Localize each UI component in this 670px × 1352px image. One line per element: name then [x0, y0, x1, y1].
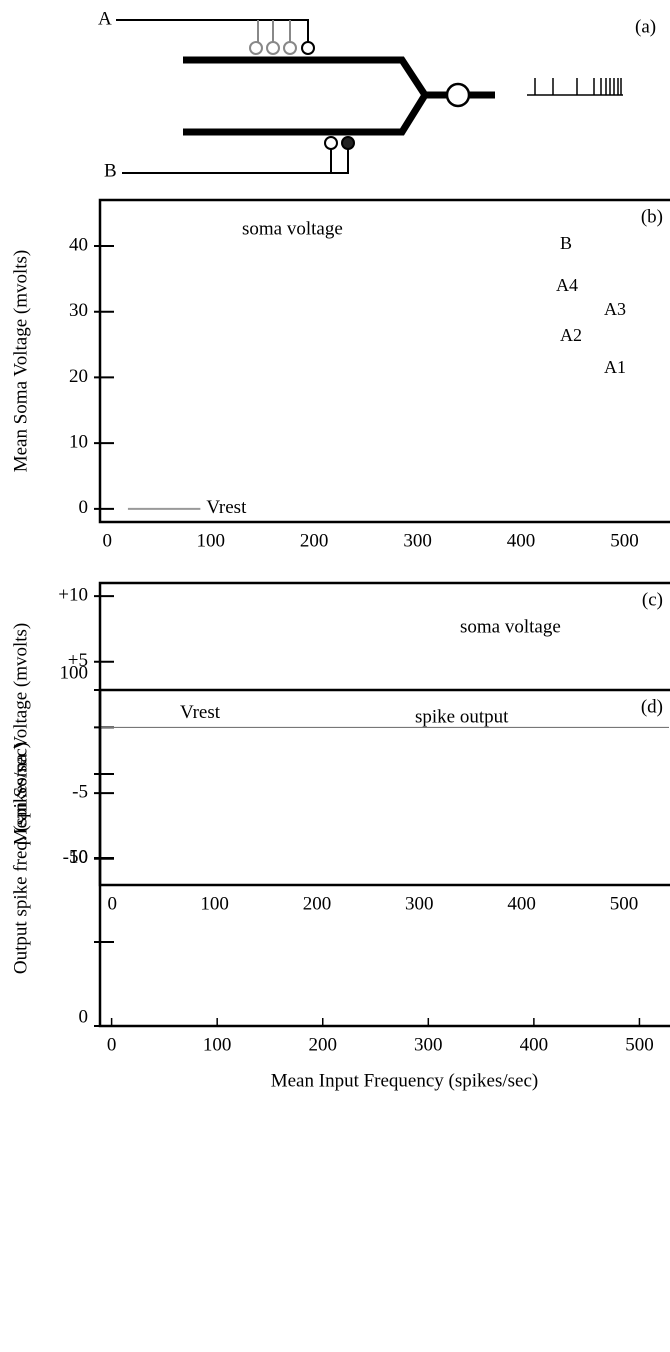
- y-tick-label: 10: [69, 432, 88, 453]
- y-tick-label: 40: [69, 234, 88, 255]
- y-axis-label: Mean Soma Voltage (mvolts): [10, 623, 31, 846]
- x-axis-label: Mean Input Frequency (spikes/sec): [271, 1070, 539, 1091]
- annotation: A2: [560, 325, 582, 345]
- annotation: spike output: [415, 706, 509, 727]
- x-tick-label: 100: [200, 893, 229, 914]
- input-a-line: [116, 19, 309, 42]
- plot-frame: [98, 198, 670, 524]
- y-tick-label: 0: [79, 497, 89, 518]
- x-tick-label: 200: [300, 530, 329, 551]
- x-tick-label: 0: [107, 1034, 117, 1055]
- spike-train: [527, 78, 623, 96]
- synapse: [283, 41, 297, 55]
- input-b-line: [122, 149, 349, 174]
- x-tick-label: 500: [610, 530, 639, 551]
- y-tick-label: 0: [79, 1006, 89, 1027]
- x-tick-label: 400: [520, 1034, 549, 1055]
- x-tick-label: 0: [108, 893, 118, 914]
- dendrite: [183, 93, 428, 136]
- y-axis-label: Mean Soma Voltage (mvolts): [10, 250, 31, 473]
- annotation: soma voltage: [460, 616, 561, 637]
- annotation: soma voltage: [242, 218, 343, 239]
- x-tick-label: 200: [308, 1034, 337, 1055]
- y-tick-label: +10: [58, 584, 88, 605]
- soma: [445, 82, 471, 108]
- x-tick-label: 400: [507, 893, 536, 914]
- annotation: B: [560, 233, 572, 253]
- y-tick-label: 50: [69, 846, 88, 867]
- plot-frame: [98, 581, 670, 887]
- y-tick-label: -5: [72, 781, 88, 802]
- plot-frame: [98, 688, 670, 1028]
- x-tick-label: 400: [507, 530, 536, 551]
- y-tick-label: +5: [68, 650, 88, 671]
- synapse: [301, 41, 315, 55]
- x-tick-label: 300: [403, 530, 432, 551]
- y-tick-label: 20: [69, 366, 88, 387]
- x-tick-label: 100: [196, 530, 225, 551]
- synapse: [249, 41, 263, 55]
- panel-label: (d): [641, 696, 663, 717]
- panel-label: (a): [635, 16, 656, 37]
- panel-label: (b): [641, 206, 663, 227]
- x-tick-label: 200: [303, 893, 332, 914]
- annotation: A1: [604, 357, 626, 377]
- x-tick-label: 0: [102, 530, 112, 551]
- y-tick-label: 30: [69, 300, 88, 321]
- x-tick-label: 300: [405, 893, 434, 914]
- x-tick-label: 300: [414, 1034, 443, 1055]
- annotation: A4: [556, 275, 578, 295]
- x-tick-label: 500: [625, 1034, 654, 1055]
- neuron-diagram: A B (a): [98, 8, 656, 181]
- synapse: [266, 41, 280, 55]
- panel-label: (c): [642, 589, 663, 610]
- input-label: A: [98, 8, 112, 29]
- series-label: Vrest: [206, 497, 247, 518]
- y-tick-label: 100: [60, 662, 89, 683]
- series-label: Vrest: [180, 702, 221, 723]
- synapse: [341, 136, 355, 150]
- y-tick-label: -10: [63, 847, 88, 868]
- x-tick-label: 100: [203, 1034, 232, 1055]
- annotation: A3: [604, 299, 626, 319]
- synapse: [324, 136, 338, 150]
- y-axis-label: Output spike freq. (spikes/sec): [10, 742, 31, 974]
- x-tick-label: 500: [610, 893, 639, 914]
- input-label: B: [104, 160, 117, 181]
